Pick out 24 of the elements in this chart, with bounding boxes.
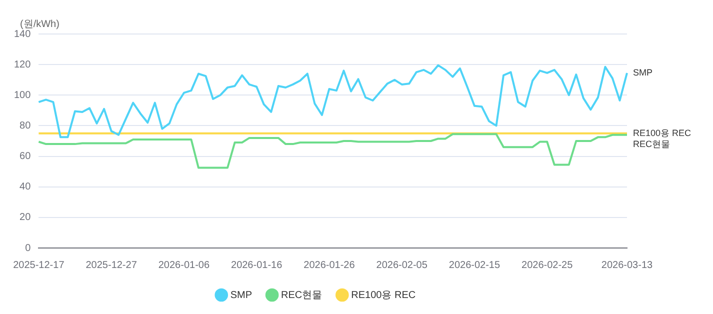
x-tick-label: 2025-12-17 [13, 260, 65, 271]
y-tick-label: 40 [20, 182, 32, 193]
y-tick-label: 0 [25, 242, 32, 254]
x-tick-label: 2026-02-05 [376, 260, 428, 271]
legend-label: SMP [230, 290, 252, 301]
x-tick-label: 2026-02-25 [522, 260, 574, 271]
y-tick-label: 60 [20, 151, 32, 162]
x-tick-label: 2026-01-26 [304, 260, 356, 271]
text: SMP [633, 67, 653, 78]
legend-label: REC현물 [281, 290, 322, 301]
text: RE100용 REC [633, 128, 692, 138]
x-tick-label: 2025-12-27 [86, 260, 138, 271]
x-tick-label: 2026-03-13 [601, 260, 654, 271]
legend-label: RE100용 REC [351, 290, 416, 301]
text: REC현물 [633, 138, 670, 149]
y-tick-label: 120 [14, 59, 32, 70]
x-tick-label: 2026-02-15 [448, 260, 500, 271]
y-tick-label: 80 [20, 120, 32, 132]
y-axis-title: (원/kWh) [20, 18, 60, 30]
x-tick-label: 2026-01-16 [231, 260, 283, 271]
y-tick-label: 20 [20, 212, 32, 224]
y-tick-label: 100 [14, 90, 32, 101]
y-tick-label: 140 [14, 28, 32, 40]
x-tick-label: 2026-01-06 [158, 260, 210, 271]
